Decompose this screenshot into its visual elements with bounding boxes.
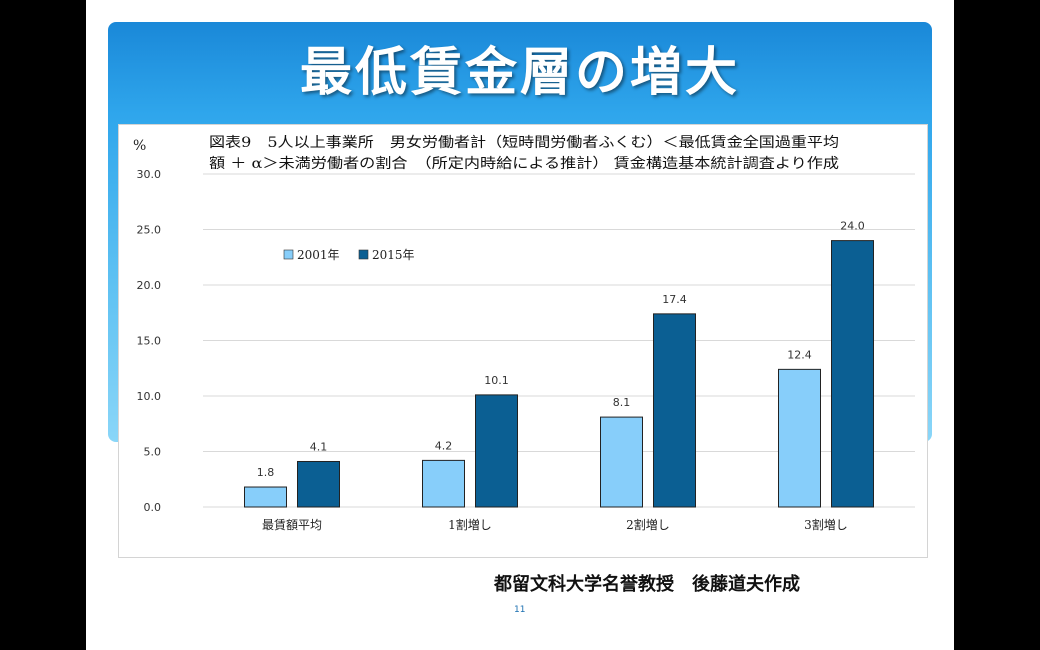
slide-title: 最低賃金層の増大 — [299, 42, 740, 103]
category-label: 1割増し — [448, 517, 492, 532]
y-tick-label: 15.0 — [137, 335, 162, 348]
page-number: 11 — [514, 605, 526, 615]
bar — [831, 240, 874, 508]
y-tick-label: 0.0 — [144, 501, 162, 514]
data-label: 8.1 — [613, 396, 631, 409]
category-label: 3割増し — [804, 517, 848, 532]
data-label: 24.0 — [840, 220, 865, 233]
bar — [244, 486, 287, 508]
legend-label: 2001年 — [297, 248, 340, 262]
data-label: 12.4 — [787, 348, 812, 361]
y-axis-unit: % — [133, 138, 146, 154]
bar-chart: 0.0 5.0 10.0 15.0 20.0 25.0 30.0% 図表9 5人以上事業所 男… — [133, 134, 915, 532]
slide: 最低賃金層の増大 0.0 5.0 10.0 15.0 20.0 25.0 30.0% 図表9 … — [86, 0, 954, 650]
y-tick-label: 5.0 — [144, 446, 162, 459]
y-tick-label: 10.0 — [137, 390, 162, 403]
bar — [653, 313, 696, 508]
category-label: 最賃額平均 — [262, 517, 322, 532]
legend-swatch — [283, 249, 294, 260]
chart-title-line: 額 ＋ α＞未満労働者の割合 （所定内時給による推計） 賃金構造基本統計調査より… — [209, 155, 839, 172]
author-credit: 都留文科大学名誉教授 後藤道夫作成 — [494, 574, 800, 595]
legend-label: 2015年 — [372, 248, 415, 262]
y-tick-label: 30.0 — [137, 168, 162, 181]
bar — [422, 459, 465, 508]
bar — [778, 368, 821, 508]
legend-swatch — [358, 249, 369, 260]
chart-title-line: 図表9 5人以上事業所 男女労働者計（短時間労働者ふくむ）＜最低賃金全国過重平均 — [209, 134, 839, 151]
y-tick-label: 20.0 — [137, 279, 162, 292]
y-tick-label: 25.0 — [137, 224, 162, 237]
data-label: 1.8 — [257, 466, 275, 479]
data-label: 4.2 — [435, 439, 453, 452]
data-label: 10.1 — [484, 374, 509, 387]
bar — [600, 416, 643, 508]
category-label: 2割増し — [626, 517, 670, 532]
bar — [297, 460, 340, 508]
bar — [475, 394, 518, 508]
data-label: 17.4 — [662, 293, 687, 306]
chart-panel: 0.0 5.0 10.0 15.0 20.0 25.0 30.0% 図表9 5人以上事業所 男… — [118, 124, 928, 558]
data-label: 4.1 — [310, 440, 328, 453]
